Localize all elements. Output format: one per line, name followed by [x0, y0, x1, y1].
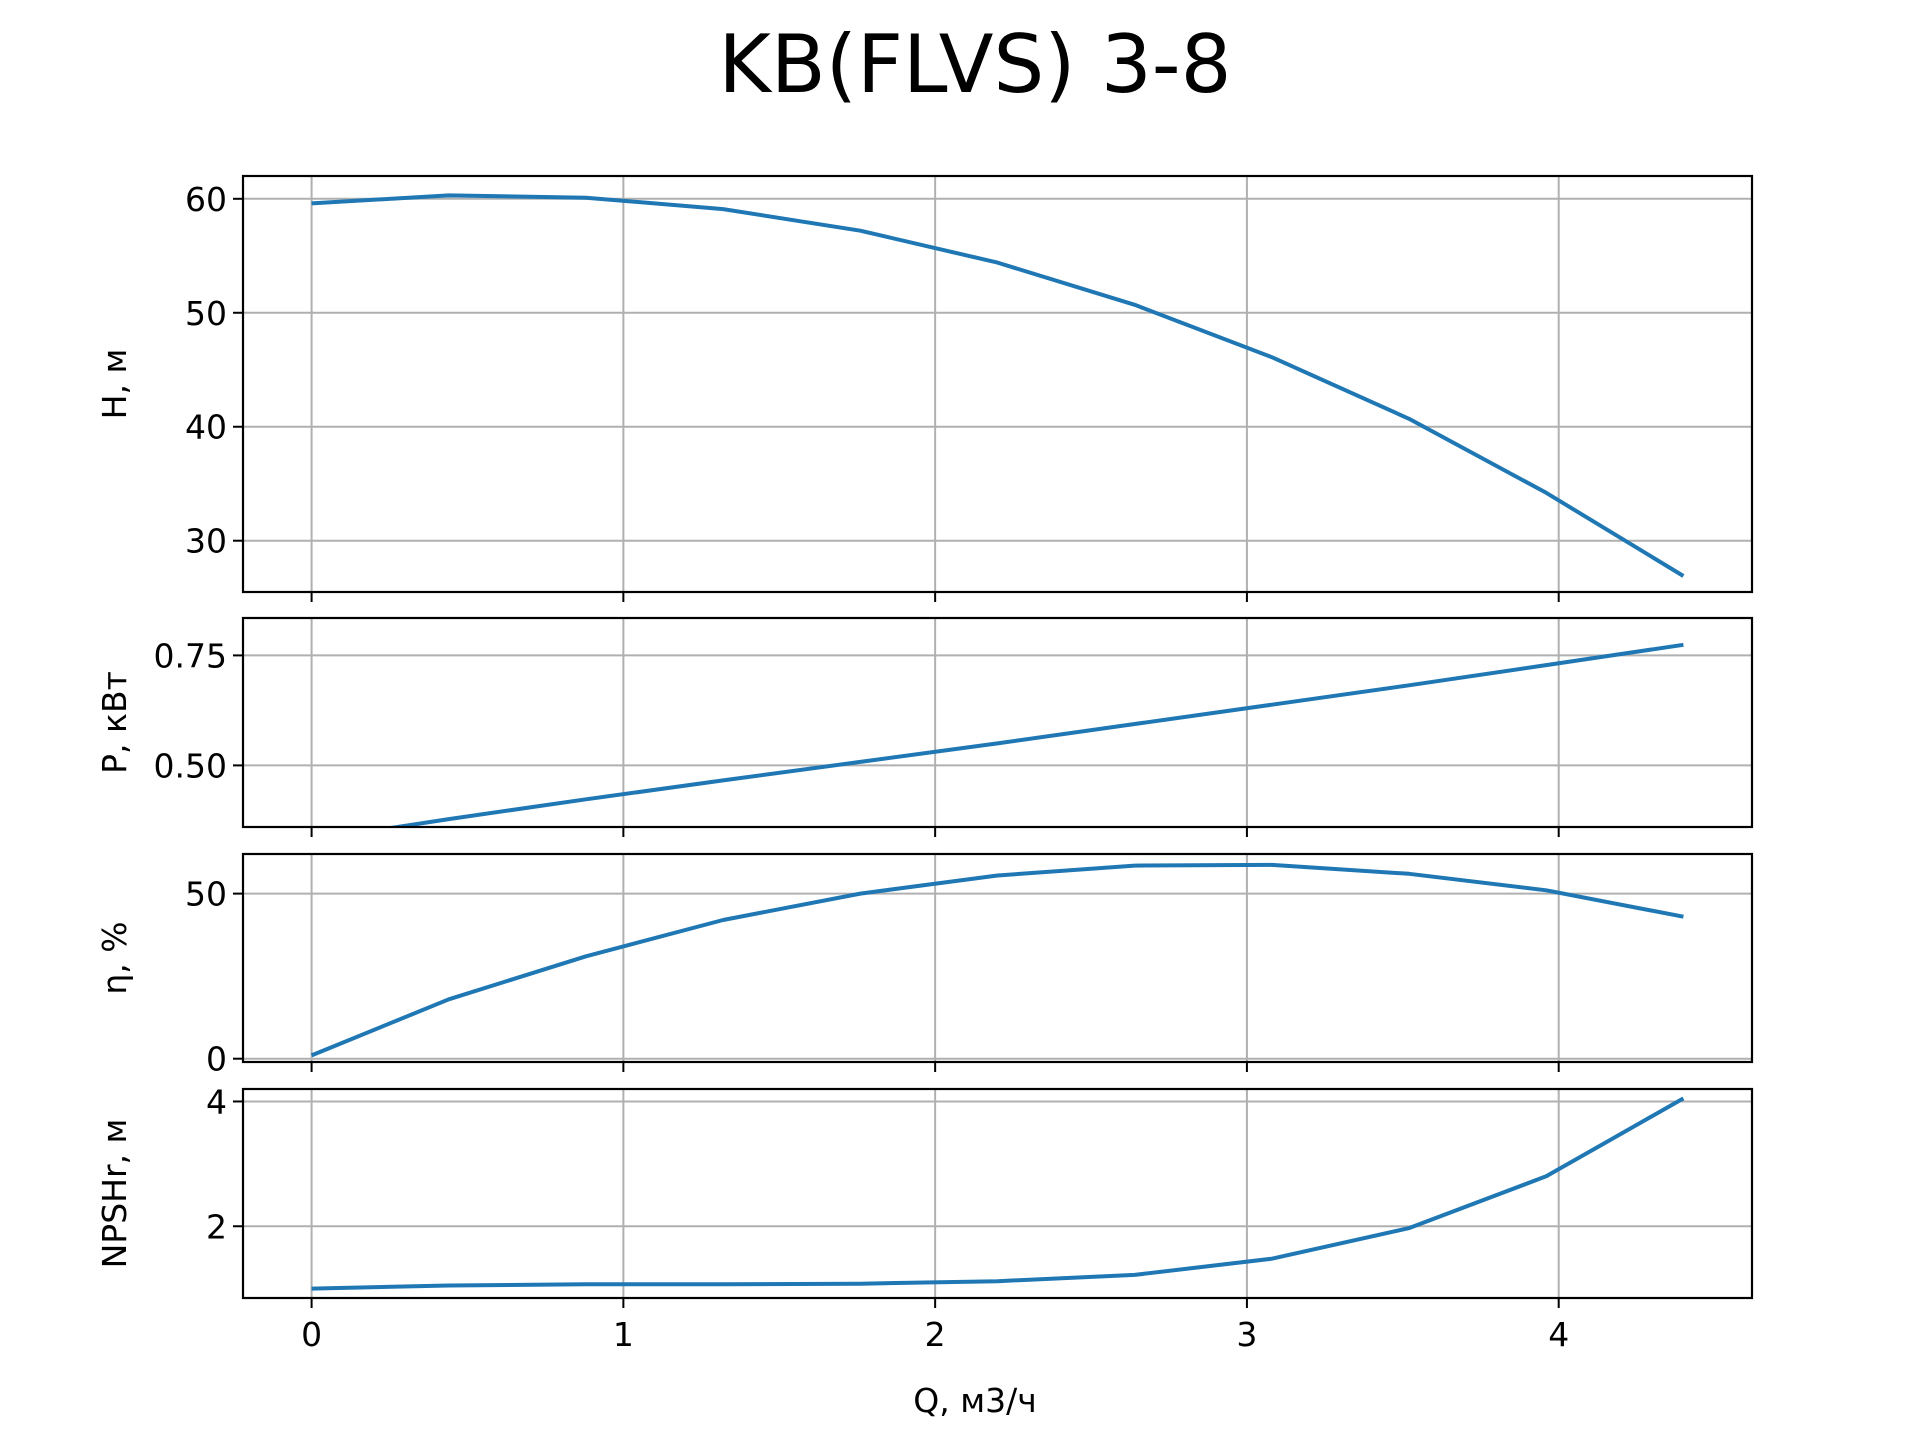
panel-frame	[241, 616, 1754, 829]
y-tick-label: 0	[206, 1040, 227, 1079]
y-tick-label: 60	[185, 180, 227, 219]
x-tick-label: 1	[613, 1315, 634, 1354]
panel-power: 0.50 0.75 P, кВт	[95, 616, 1754, 837]
y-tick-label: 40	[185, 408, 227, 447]
panel-npsh: 2 4 NPSHr, м	[95, 1082, 1754, 1308]
x-tick-label: 2	[925, 1315, 946, 1354]
y-axis-label: η, %	[95, 921, 134, 994]
x-tick-label: 3	[1236, 1315, 1257, 1354]
series-line-head	[311, 193, 1685, 578]
y-tick-label: 0.75	[154, 636, 227, 675]
y-tick-label: 50	[185, 875, 227, 914]
y-tick-label: 50	[185, 294, 227, 333]
panel-frame	[241, 1087, 1754, 1300]
y-axis-label: P, кВт	[95, 671, 134, 774]
y-tick-label: 4	[206, 1082, 227, 1121]
chart-title: KB(FLVS) 3-8	[718, 18, 1231, 111]
y-tick-label: 0.50	[154, 746, 227, 785]
y-axis-label: H, м	[95, 349, 134, 420]
panel-frame	[241, 852, 1754, 1064]
panel-head: 30 40 50 60 H, м	[95, 174, 1754, 602]
y-tick-label: 2	[206, 1207, 227, 1246]
y-axis-label: NPSHr, м	[95, 1119, 134, 1269]
x-tick-label: 4	[1548, 1315, 1569, 1354]
y-tick-label: 30	[185, 522, 227, 561]
panel-frame	[241, 174, 1754, 594]
panel-efficiency: 0 50 η, %	[95, 852, 1754, 1079]
series-line-efficiency	[310, 862, 1684, 1058]
series-line-power	[384, 642, 1684, 827]
x-tick-label: 0	[301, 1315, 322, 1354]
series-line-npsh	[311, 1096, 1685, 1291]
x-axis-label: Q, м3/ч	[913, 1381, 1036, 1420]
